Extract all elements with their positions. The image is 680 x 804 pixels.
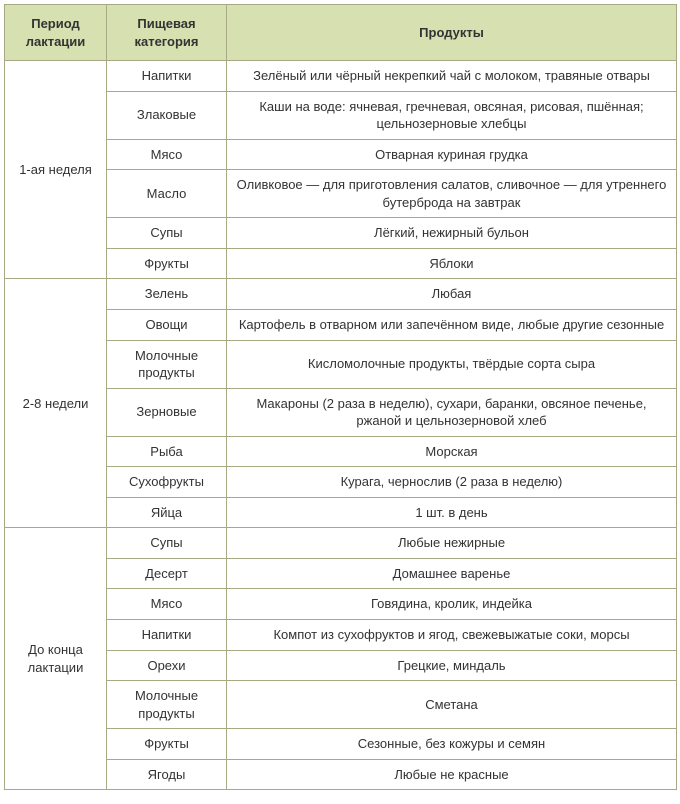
- category-cell: Фрукты: [107, 729, 227, 760]
- table-body: 1-ая неделяНапиткиЗелёный или чёрный нек…: [5, 61, 677, 790]
- period-cell: 2-8 недели: [5, 279, 107, 528]
- header-period: Период лактации: [5, 5, 107, 61]
- products-cell: Любые нежирные: [227, 528, 677, 559]
- products-cell: Зелёный или чёрный некрепкий чай с молок…: [227, 61, 677, 92]
- header-category: Пищевая категория: [107, 5, 227, 61]
- products-cell: Домашнее варенье: [227, 558, 677, 589]
- category-cell: Супы: [107, 528, 227, 559]
- period-cell: До конца лактации: [5, 528, 107, 790]
- products-cell: Любые не красные: [227, 759, 677, 790]
- products-cell: Картофель в отварном или запечённом виде…: [227, 310, 677, 341]
- category-cell: Супы: [107, 218, 227, 249]
- category-cell: Злаковые: [107, 91, 227, 139]
- category-cell: Масло: [107, 170, 227, 218]
- category-cell: Яйца: [107, 497, 227, 528]
- products-cell: Лёгкий, нежирный бульон: [227, 218, 677, 249]
- category-cell: Орехи: [107, 650, 227, 681]
- table-row: 2-8 неделиЗеленьЛюбая: [5, 279, 677, 310]
- products-cell: Макароны (2 раза в неделю), сухари, бара…: [227, 388, 677, 436]
- category-cell: Молочные продукты: [107, 340, 227, 388]
- products-cell: Сметана: [227, 681, 677, 729]
- category-cell: Напитки: [107, 620, 227, 651]
- lactation-diet-table: Период лактации Пищевая категория Продук…: [4, 4, 677, 790]
- table-row: 1-ая неделяНапиткиЗелёный или чёрный нек…: [5, 61, 677, 92]
- category-cell: Мясо: [107, 139, 227, 170]
- category-cell: Мясо: [107, 589, 227, 620]
- category-cell: Зелень: [107, 279, 227, 310]
- category-cell: Молочные продукты: [107, 681, 227, 729]
- category-cell: Десерт: [107, 558, 227, 589]
- products-cell: Сезонные, без кожуры и семян: [227, 729, 677, 760]
- products-cell: Яблоки: [227, 248, 677, 279]
- products-cell: Каши на воде: ячневая, гречневая, овсяна…: [227, 91, 677, 139]
- products-cell: Морская: [227, 436, 677, 467]
- category-cell: Сухофрукты: [107, 467, 227, 498]
- category-cell: Рыба: [107, 436, 227, 467]
- products-cell: Говядина, кролик, индейка: [227, 589, 677, 620]
- category-cell: Ягоды: [107, 759, 227, 790]
- products-cell: Кисломолочные продукты, твёрдые сорта сы…: [227, 340, 677, 388]
- category-cell: Фрукты: [107, 248, 227, 279]
- category-cell: Зерновые: [107, 388, 227, 436]
- table-row: До конца лактацииСупыЛюбые нежирные: [5, 528, 677, 559]
- header-products: Продукты: [227, 5, 677, 61]
- products-cell: Отварная куриная грудка: [227, 139, 677, 170]
- period-cell: 1-ая неделя: [5, 61, 107, 279]
- category-cell: Овощи: [107, 310, 227, 341]
- products-cell: 1 шт. в день: [227, 497, 677, 528]
- products-cell: Грецкие, миндаль: [227, 650, 677, 681]
- products-cell: Компот из сухофруктов и ягод, свежевыжат…: [227, 620, 677, 651]
- table-header-row: Период лактации Пищевая категория Продук…: [5, 5, 677, 61]
- category-cell: Напитки: [107, 61, 227, 92]
- products-cell: Любая: [227, 279, 677, 310]
- products-cell: Курага, чернослив (2 раза в неделю): [227, 467, 677, 498]
- products-cell: Оливковое — для приготовления салатов, с…: [227, 170, 677, 218]
